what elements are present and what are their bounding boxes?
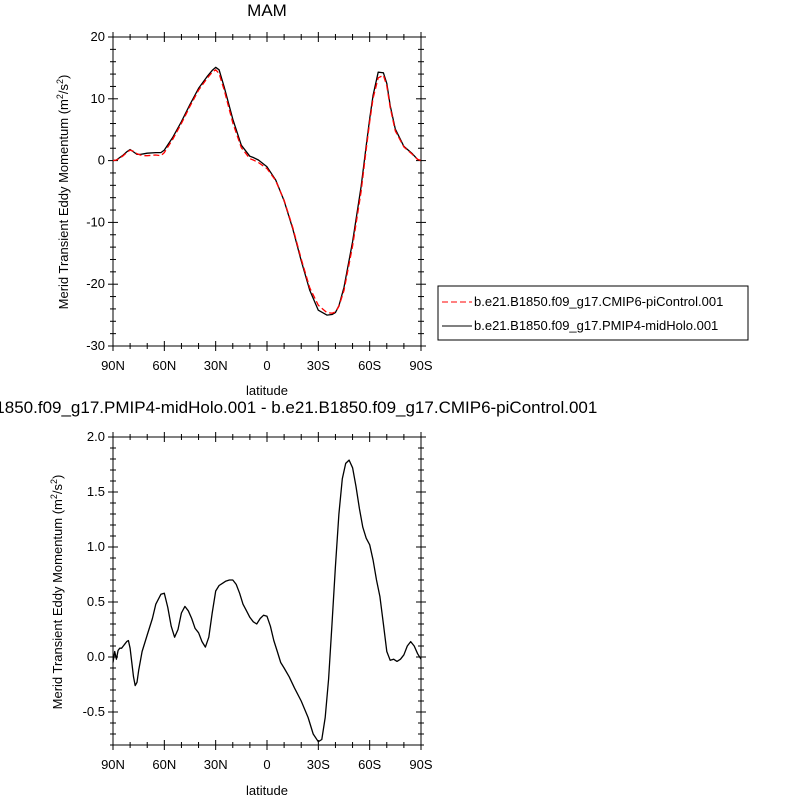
y-tick-label: 0	[98, 153, 105, 168]
x-tick-label: 30S	[307, 358, 330, 373]
legend: b.e21.B1850.f09_g17.CMIP6-piControl.001 …	[437, 285, 749, 341]
bottom-panel: b.e21.B1850.f09_g17.PMIP4-midHolo.001 - …	[0, 398, 597, 798]
x-tick-label: 30N	[204, 757, 228, 772]
top-panel: MAM -30 -20 -10 0 10 20 90N 60N 30N 0 30S 60S 90S la…	[55, 1, 749, 398]
series-line-PMIP4-midHolo	[112, 66, 422, 316]
x-tick-label: 60N	[152, 757, 176, 772]
y-tick-label: 1.5	[87, 484, 105, 499]
top-y-axis-label: Merid Transient Eddy Momentum (m2/s2)	[55, 75, 71, 310]
y-tick-label: 0.0	[87, 649, 105, 664]
bottom-chart-title: b.e21.B1850.f09_g17.PMIP4-midHolo.001 - …	[0, 398, 597, 417]
x-tick-label: 60N	[152, 358, 176, 373]
series-line-difference	[112, 459, 422, 743]
series-line-CMIP6-piControl	[112, 69, 422, 314]
x-tick-label: 0	[263, 757, 270, 772]
x-tick-label: 60S	[358, 757, 381, 772]
top-x-axis-label: latitude	[246, 383, 288, 398]
plot-frame	[112, 36, 422, 347]
x-tick-label: 60S	[358, 358, 381, 373]
y-tick-label: 10	[91, 91, 105, 106]
y-tick-label: -30	[86, 338, 105, 353]
x-tick-label: 30N	[204, 358, 228, 373]
x-tick-label: 90N	[101, 358, 125, 373]
y-tick-label: -0.5	[83, 704, 105, 719]
legend-label-picontrol: b.e21.B1850.f09_g17.CMIP6-piControl.001	[474, 294, 723, 309]
plot-frame	[112, 436, 422, 746]
bottom-plot-area: -0.5 0.0 0.5 1.0 1.5 2.0 90N 60N 30N 0 30S 60S 90S	[83, 429, 433, 772]
x-tick-label: 90N	[101, 757, 125, 772]
x-tick-label: 90S	[409, 358, 432, 373]
top-plot-area: -30 -20 -10 0 10 20 90N 60N 30N 0 30S 60S 90S	[86, 29, 433, 373]
top-chart-title: MAM	[247, 1, 287, 20]
bottom-y-axis-label: Merid Transient Eddy Momentum (m2/s2)	[49, 475, 65, 710]
y-tick-label: -10	[86, 214, 105, 229]
y-tick-label: 1.0	[87, 539, 105, 554]
legend-box	[437, 285, 749, 341]
x-tick-label: 90S	[409, 757, 432, 772]
x-tick-label: 0	[263, 358, 270, 373]
bottom-x-axis-label: latitude	[246, 783, 288, 798]
y-tick-label: 0.5	[87, 594, 105, 609]
y-tick-label: 20	[91, 29, 105, 44]
legend-label-midholo: b.e21.B1850.f09_g17.PMIP4-midHolo.001	[474, 318, 718, 333]
y-tick-label: 2.0	[87, 429, 105, 444]
y-tick-label: -20	[86, 276, 105, 291]
x-tick-label: 30S	[307, 757, 330, 772]
